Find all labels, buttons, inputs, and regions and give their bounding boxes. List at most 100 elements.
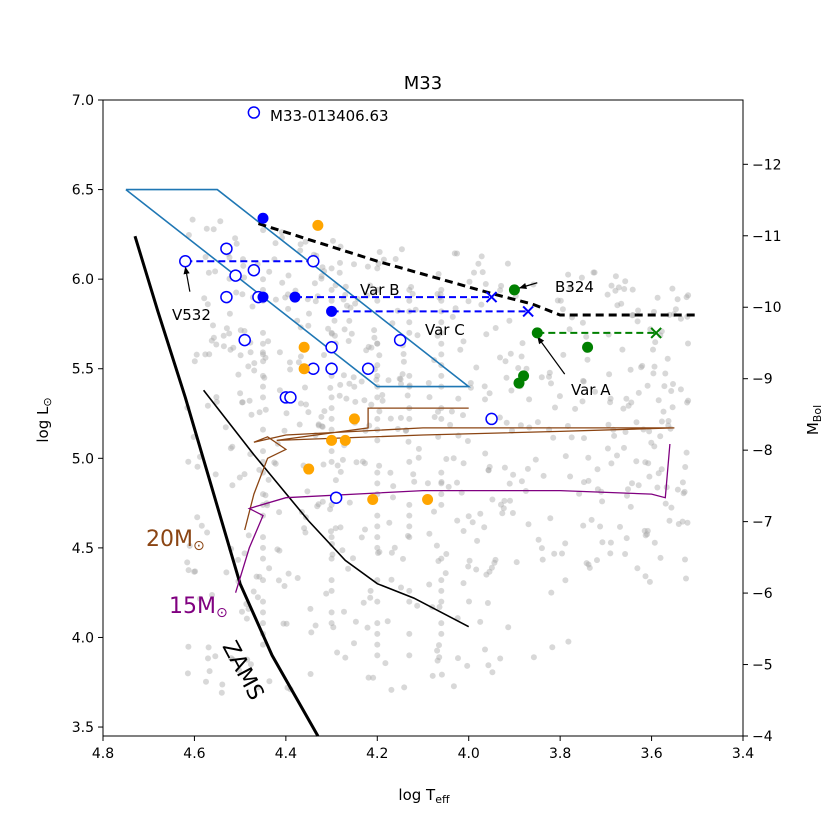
gray-star-point [551, 550, 558, 557]
gray-star-point [478, 301, 485, 308]
gray-star-point [260, 358, 267, 365]
orange-point [298, 341, 310, 353]
gray-star-point [328, 265, 335, 272]
gray-star-point [518, 478, 525, 485]
gray-star-point [184, 559, 191, 566]
gray-star-point [302, 384, 308, 391]
gray-star-point [245, 532, 252, 539]
gray-star-point [260, 641, 266, 648]
gray-star-point [657, 433, 664, 440]
gray-star-point [362, 526, 368, 533]
gray-star-point [594, 557, 600, 564]
gray-star-point [406, 512, 413, 519]
gray-star-point [677, 386, 684, 393]
gray-star-point [204, 529, 211, 536]
gray-star-point [438, 286, 445, 293]
gray-star-point [397, 414, 404, 421]
gray-star-point [353, 459, 360, 466]
gray-star-point [662, 500, 669, 507]
gray-star-point [276, 547, 283, 554]
gray-star-point [380, 256, 387, 263]
y-tick-label: 3.5 [72, 720, 94, 736]
gray-star-point [260, 577, 266, 584]
gray-star-point [260, 340, 266, 347]
blue-x-point [485, 291, 498, 303]
gray-star-point [384, 618, 391, 625]
y2-axis-label-main: M [804, 422, 822, 435]
gray-star-point [379, 392, 386, 398]
gray-star-point [241, 550, 248, 557]
gray-star-point [241, 274, 248, 281]
gray-star-point [218, 689, 225, 696]
y2-tick-label: −6 [752, 586, 773, 602]
gray-star-point [438, 372, 445, 379]
gray-star-point [556, 393, 563, 400]
gray-star-point [260, 426, 266, 433]
gray-star-point [411, 478, 418, 485]
gray-star-point [301, 525, 308, 532]
gray-star-point [519, 340, 526, 347]
gray-star-point [517, 422, 524, 429]
gray-star-point [244, 656, 251, 663]
gray-star-point [361, 397, 368, 404]
blue-open-point [325, 362, 338, 375]
gray-star-point [435, 433, 442, 440]
chart-title: M33 [404, 73, 442, 94]
y2-axis-label: MBol [804, 405, 824, 435]
gray-star-point [638, 364, 645, 371]
gray-star-point [374, 523, 381, 530]
gray-star-point [315, 422, 322, 429]
gray-star-point [633, 419, 640, 426]
gray-star-point [646, 578, 653, 585]
ticks-layer: 4.8 4.6 4.4 4.2 4.0 3.8 3.6 3.4 3.5 4.0 4.5 5.0 5.5 6… [72, 93, 782, 762]
gray-star-point [307, 671, 314, 677]
gray-star-point [323, 590, 330, 597]
gray-star-point [379, 397, 386, 404]
gray-star-point [431, 508, 437, 515]
gray-star-point [305, 322, 312, 329]
gray-star-point [328, 577, 335, 584]
gray-star-point [435, 558, 442, 564]
gray-star-point [612, 273, 619, 280]
gray-star-point [339, 456, 346, 463]
gray-star-point [184, 670, 191, 677]
gray-star-point [498, 282, 505, 289]
gray-star-point [629, 286, 636, 293]
gray-star-point [583, 560, 590, 567]
blue-filled-point [326, 305, 338, 317]
gray-star-point [193, 351, 200, 358]
gray-star-point [406, 415, 413, 422]
gray-star-point [385, 377, 392, 384]
gray-star-point [213, 341, 220, 348]
x-tick-label: 3.8 [549, 746, 571, 762]
gray-star-point [501, 464, 508, 471]
gray-star-point [260, 394, 266, 401]
gray-star-point [260, 544, 266, 551]
blue-filled-point [257, 291, 269, 303]
arrow-v532-head [183, 266, 190, 275]
gray-star-point [374, 652, 381, 659]
gray-star-point [266, 268, 273, 275]
y2-tick-label: −11 [752, 229, 782, 245]
gray-star-point [451, 250, 458, 257]
gray-star-point [260, 534, 266, 541]
gray-star-point [318, 273, 325, 280]
gray-star-point [434, 291, 441, 297]
gray-star-point [620, 405, 627, 412]
gray-star-point [328, 534, 335, 541]
gray-star-point [235, 556, 242, 563]
gray-star-point [467, 384, 474, 391]
blue-open-point [220, 290, 233, 304]
gray-star-point [302, 529, 309, 536]
gray-star-point [608, 460, 615, 467]
gray-star-point [485, 467, 492, 473]
gray-star-point [327, 384, 334, 391]
gray-star-point [404, 392, 411, 399]
x-tick-label: 4.2 [366, 746, 388, 762]
gray-star-point [414, 332, 421, 339]
gray-star-point [644, 531, 650, 538]
gray-star-point [352, 398, 359, 405]
gray-star-point [665, 418, 672, 424]
orange-point [303, 463, 315, 475]
gray-star-point [198, 522, 205, 529]
